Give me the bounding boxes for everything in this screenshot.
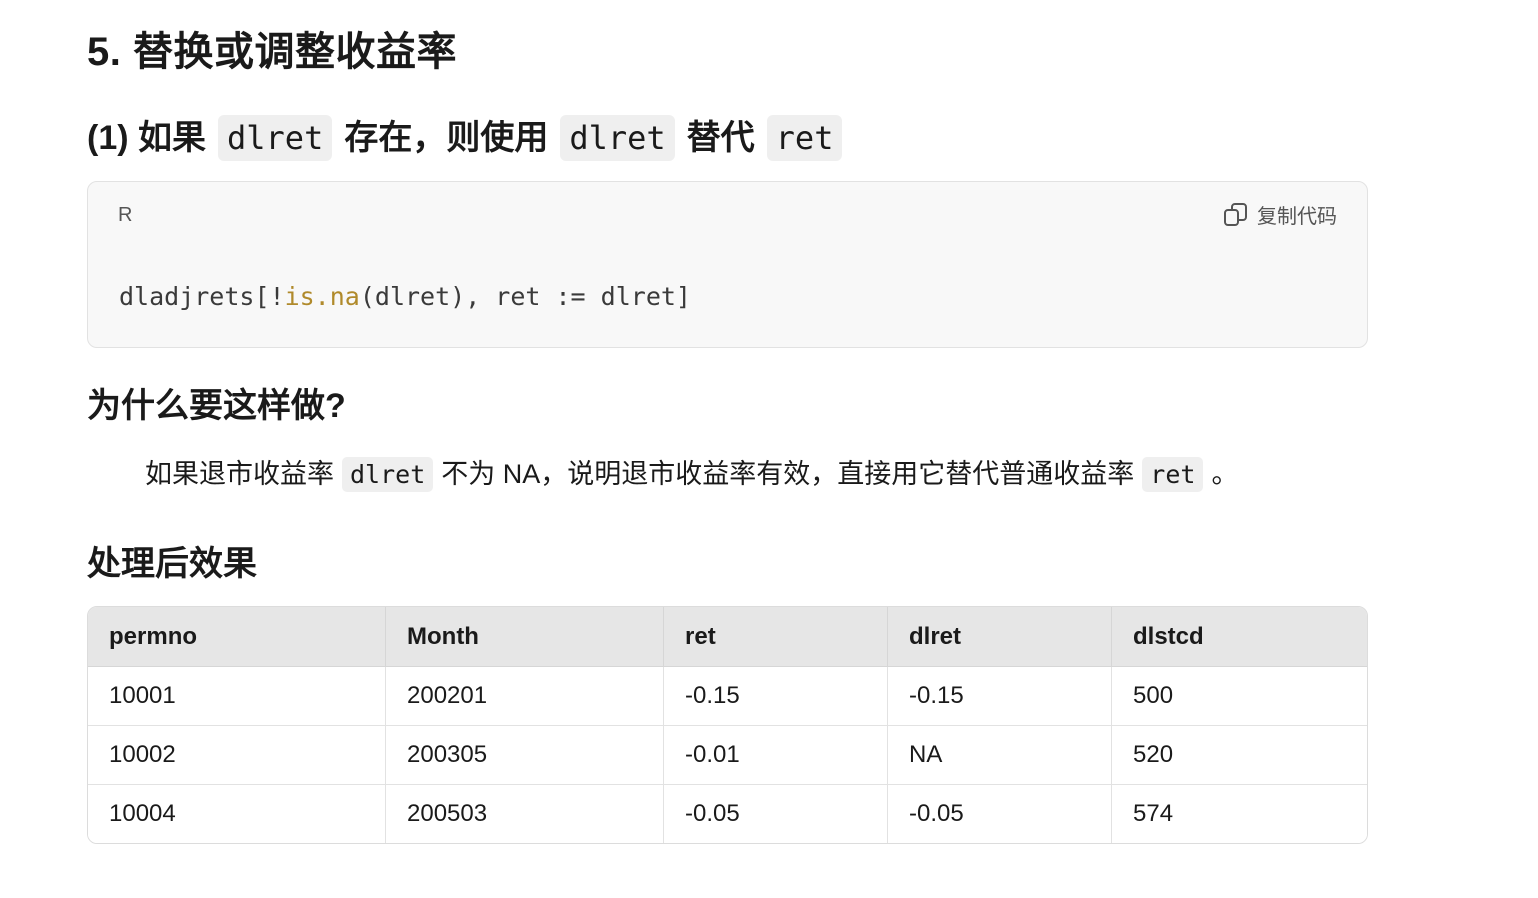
- code-text-after: (dlret), ret := dlret]: [359, 282, 691, 311]
- table-cell: 500: [1111, 666, 1367, 726]
- result-table: permno Month ret dlret dlstcd 10001 2002…: [88, 607, 1367, 843]
- code-text-before: dladjrets[!: [119, 282, 285, 311]
- table-cell: 200201: [385, 666, 664, 726]
- step-heading-suffix: 替代: [686, 119, 755, 157]
- table-cell: 10004: [88, 784, 386, 843]
- table-cell: 200305: [385, 725, 664, 785]
- code-language-label: R: [118, 204, 133, 226]
- explanation-text-2: 不为 NA，说明退市收益率有效，直接用它替代普通收益率: [441, 459, 1135, 489]
- step-heading-middle: 存在，则使用: [344, 119, 549, 157]
- explanation-text-1: 如果退市收益率: [145, 459, 334, 489]
- column-header-permno: permno: [88, 607, 386, 667]
- inline-code-dlret-2: dlret: [560, 115, 675, 161]
- inline-code-dlret-explain: dlret: [342, 457, 434, 492]
- result-heading: 处理后效果: [87, 545, 257, 583]
- step-heading: (1) 如果 dlret 存在，则使用 dlret 替代 ret: [87, 113, 854, 163]
- column-header-month: Month: [385, 607, 664, 667]
- explanation-text-3: 。: [1211, 459, 1239, 489]
- result-table-container: permno Month ret dlret dlstcd 10001 2002…: [87, 606, 1368, 844]
- copy-icon: [1223, 202, 1249, 228]
- table-cell: -0.15: [663, 666, 888, 726]
- inline-code-ret-explain: ret: [1142, 457, 1204, 492]
- table-cell: 574: [1111, 784, 1367, 843]
- table-cell: -0.01: [663, 725, 888, 785]
- table-cell: 200503: [385, 784, 664, 843]
- inline-code-ret: ret: [766, 115, 843, 161]
- step-heading-prefix: (1) 如果: [87, 119, 206, 157]
- section-title: 5. 替换或调整收益率: [87, 30, 457, 74]
- table-cell: NA: [887, 725, 1112, 785]
- inline-code-dlret: dlret: [218, 115, 333, 161]
- table-row: 10001 200201 -0.15 -0.15 500: [88, 666, 1367, 726]
- copy-code-label: 复制代码: [1257, 206, 1337, 228]
- table-cell: -0.05: [887, 784, 1112, 843]
- column-header-dlret: dlret: [887, 607, 1112, 667]
- column-header-ret: ret: [663, 607, 888, 667]
- table-row: 10002 200305 -0.01 NA 520: [88, 725, 1367, 785]
- table-cell: -0.15: [887, 666, 1112, 726]
- explanation-paragraph: 如果退市收益率 dlret 不为 NA，说明退市收益率有效，直接用它替代普通收益率 r…: [145, 452, 1238, 497]
- table-header-row: permno Month ret dlret dlstcd: [88, 607, 1367, 667]
- table-cell: 10002: [88, 725, 386, 785]
- column-header-dlstcd: dlstcd: [1111, 607, 1367, 667]
- code-line: dladjrets[!is.na(dlret), ret := dlret]: [119, 282, 691, 311]
- table-cell: -0.05: [663, 784, 888, 843]
- table-cell: 520: [1111, 725, 1367, 785]
- code-function-name: is.na: [284, 282, 360, 311]
- table-row: 10004 200503 -0.05 -0.05 574: [88, 784, 1367, 843]
- table-cell: 10001: [88, 666, 386, 726]
- code-block: R 复制代码 dladjrets[!is.na(dlret), ret := d…: [87, 181, 1368, 348]
- why-heading: 为什么要这样做?: [87, 387, 346, 425]
- copy-code-button[interactable]: 复制代码: [1223, 200, 1337, 229]
